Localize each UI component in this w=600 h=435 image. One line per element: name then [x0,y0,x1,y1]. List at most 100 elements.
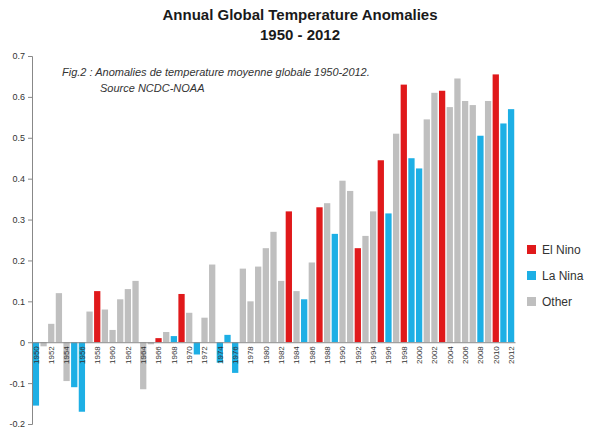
x-tick-label: 1984 [292,346,301,364]
y-axis-line [28,57,33,425]
bar [508,109,514,342]
x-tick: 2008 [476,346,485,364]
x-tick: 1984 [292,346,301,364]
y-tick-label: 0.6 [12,92,25,102]
x-tick-label: 1972 [200,346,209,364]
bar [247,301,253,342]
x-tick-label: 1990 [338,346,347,364]
legend-swatch [527,271,536,280]
x-tick: 1990 [338,346,347,364]
bar [109,330,115,342]
chart: Annual Global Temperature Anomalies1950 … [0,0,600,435]
x-tick: 2010 [492,346,501,364]
y-tick: -0.2 [9,419,32,429]
bar [470,105,476,342]
bar [385,213,391,342]
bar [431,93,437,342]
bar [393,134,399,343]
annotation: Fig.2 : Anomalies de temperature moyenne… [62,66,370,78]
y-tick-mark [28,383,32,384]
bar [447,107,453,342]
bar [370,211,376,342]
bar [186,313,192,342]
bar [102,310,108,343]
bar [332,234,338,342]
x-tick: 1996 [384,346,393,364]
x-tick-label: 1956 [78,346,87,364]
y-tick-mark [28,97,32,98]
y-tick: 0.6 [12,92,32,102]
y-tick-mark [28,342,32,343]
x-tick-label: 2002 [430,346,439,364]
x-tick-label: 1980 [262,346,271,364]
y-tick-label: 0.2 [12,256,25,266]
legend-swatch [527,297,536,306]
x-tick-label: 1954 [62,346,71,364]
x-tick-label: 1982 [277,346,286,364]
bar [347,191,353,342]
x-axis-line [33,342,516,343]
x-tick-label: 1952 [47,346,56,364]
x-tick: 1974 [216,346,225,364]
x-tick-label: 2006 [461,346,470,364]
y-tick-mark [28,260,32,261]
bar [416,168,422,342]
bar [278,281,284,342]
legend: El NinoLa NinaOther [527,243,584,309]
y-tick: 0.1 [12,297,32,307]
bar [209,265,215,343]
bar [439,91,445,342]
x-tick-label: 1958 [93,346,102,364]
y-tick: 0.4 [12,174,32,184]
bar [125,289,131,342]
x-tick-label: 2008 [476,346,485,364]
x-tick: 1978 [246,346,255,364]
bar [454,78,460,342]
x-tick: 1980 [262,346,271,364]
bar [224,335,230,342]
x-tick-label: 1994 [369,346,378,364]
bar [255,267,261,343]
x-tick-label: 2012 [507,346,516,364]
x-tick: 1986 [308,346,317,364]
x-tick-label: 2004 [446,346,455,364]
bar [424,119,430,342]
bar [485,101,491,342]
bar [240,269,246,343]
x-tick: 2004 [446,346,455,364]
x-tick-label: 1950 [32,346,41,364]
bar [355,248,361,342]
bar [48,324,54,342]
x-tick: 1966 [154,346,163,364]
bar [171,336,177,342]
x-tick-label: 1978 [246,346,255,364]
subtitle: 1950 - 2012 [260,26,340,43]
bar [324,203,330,342]
x-tick: 1962 [124,346,133,364]
x-axis: 1950195219541956195819601962196419661968… [32,343,516,364]
x-tick-label: 1960 [108,346,117,364]
bar [462,101,468,342]
bar [362,236,368,342]
bar [117,299,123,342]
annotation: Source NCDC-NOAA [100,82,205,94]
bar [56,293,62,342]
y-tick-label: 0.3 [12,215,25,225]
y-axis: -0.2-0.100.10.20.30.40.50.60.7 [9,51,32,429]
x-tick: 2000 [415,346,424,364]
y-tick: 0.7 [12,51,32,61]
bars [33,74,514,411]
y-tick-mark [28,179,32,180]
x-tick: 1970 [185,346,194,364]
x-tick: 1956 [78,346,87,364]
y-tick-label: 0 [20,338,25,348]
y-tick-mark [28,424,32,425]
y-tick-mark [28,301,32,302]
x-tick-label: 1970 [185,346,194,364]
x-tick: 1988 [323,346,332,364]
legend-label: El Nino [542,243,581,257]
y-tick-mark [28,220,32,221]
y-tick-mark [28,138,32,139]
x-tick: 1960 [108,346,117,364]
bar [286,211,292,342]
